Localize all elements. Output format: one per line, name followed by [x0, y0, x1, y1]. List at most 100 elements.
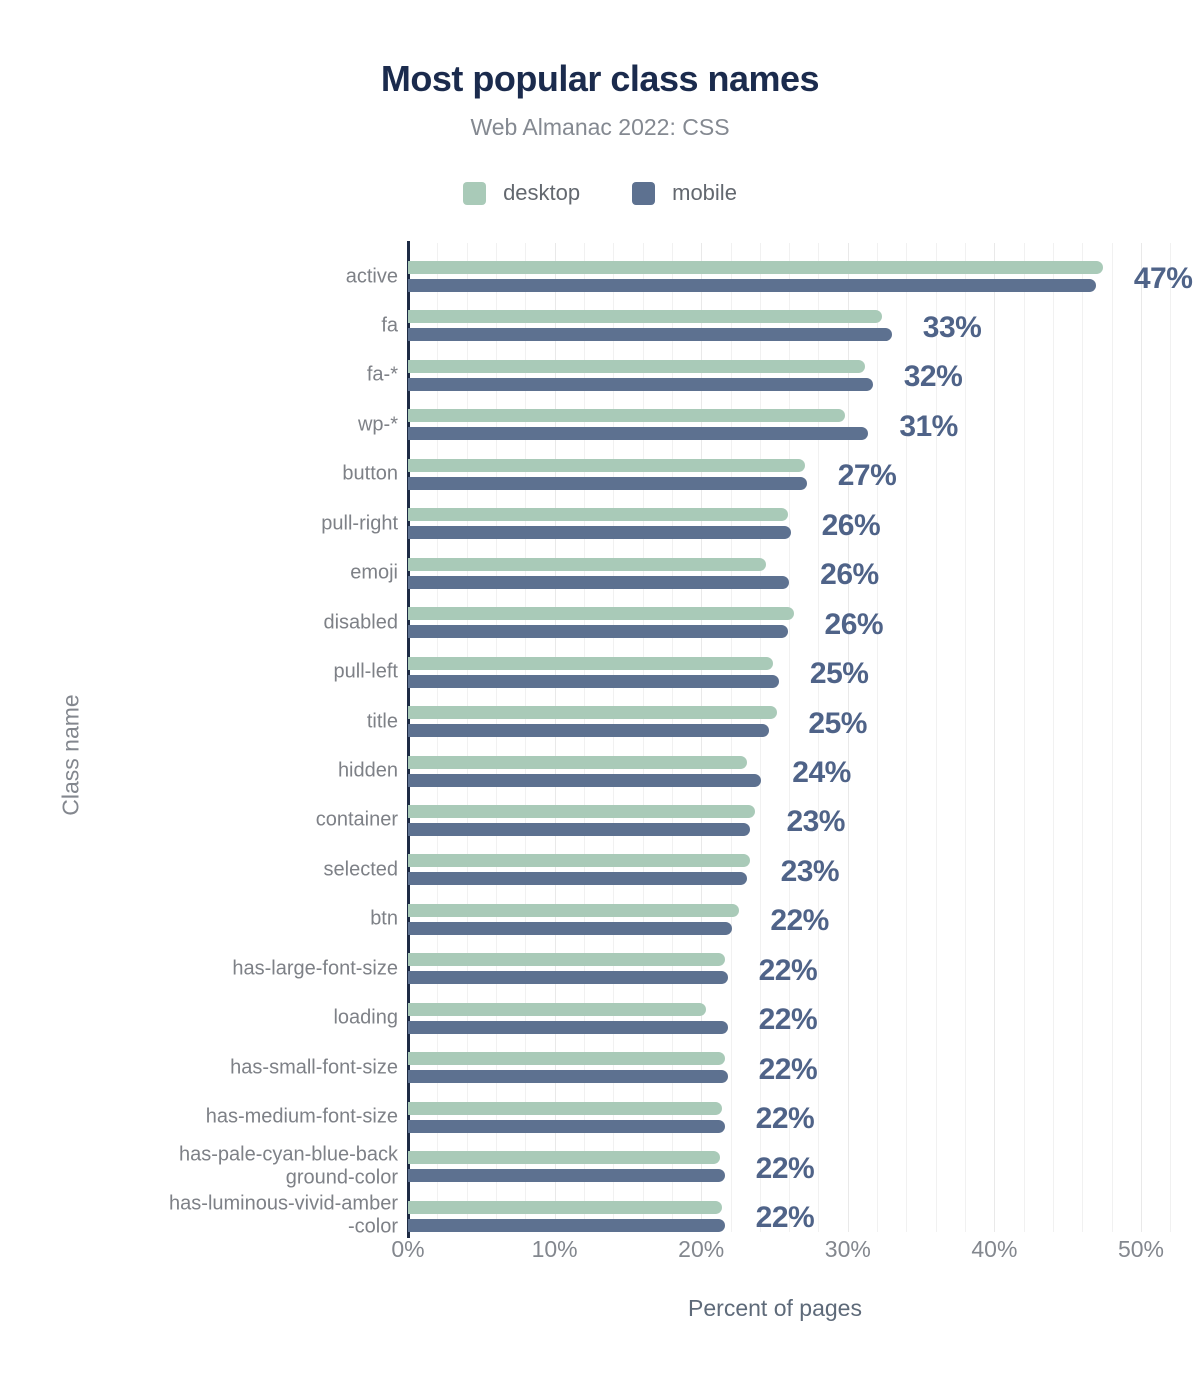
category-label: emoji	[350, 561, 398, 584]
gridline	[1170, 243, 1172, 1232]
category-label: has-pale-cyan-blue-back ground-color	[178, 1143, 398, 1189]
gridline	[642, 243, 644, 1232]
mobile-bar	[408, 872, 747, 886]
mobile-bar	[408, 427, 869, 441]
desktop-bar	[408, 903, 740, 917]
x-axis-title: Percent of pages	[688, 1295, 862, 1321]
mobile-swatch-icon	[632, 181, 656, 205]
gridline	[965, 243, 967, 1232]
desktop-bar	[408, 1200, 722, 1214]
value-label: 25%	[808, 706, 867, 740]
category-label: loading	[333, 1006, 398, 1029]
value-label: 47%	[1133, 261, 1193, 295]
desktop-bar	[408, 310, 882, 324]
desktop-bar	[408, 359, 866, 373]
gridline	[701, 243, 703, 1232]
gridline	[759, 243, 761, 1232]
mobile-bar	[408, 1020, 728, 1034]
gridline	[525, 243, 527, 1232]
desktop-bar	[408, 755, 747, 769]
x-tick-label: 0%	[391, 1236, 425, 1262]
mobile-bar	[408, 1070, 728, 1084]
legend-label-desktop: desktop	[503, 180, 581, 205]
category-label: fa-*	[366, 363, 398, 386]
desktop-bar	[408, 706, 778, 720]
desktop-bar	[408, 804, 756, 818]
value-label: 22%	[758, 1052, 818, 1086]
category-label: pull-right	[321, 512, 398, 535]
category-label: title	[366, 709, 398, 732]
category-label: selected	[323, 858, 399, 881]
chart-subtitle: Web Almanac 2022: CSS	[470, 114, 730, 140]
y-axis-title: Class name	[57, 694, 84, 816]
category-label: wp-*	[357, 413, 398, 436]
x-tick-label: 40%	[971, 1236, 1018, 1262]
value-label: 25%	[809, 657, 869, 691]
gridline	[847, 243, 849, 1232]
value-label: 22%	[770, 904, 829, 938]
mobile-bar	[408, 1169, 725, 1183]
desktop-bar	[408, 1002, 706, 1016]
gridline	[935, 243, 937, 1232]
gridline	[1111, 243, 1113, 1232]
mobile-bar	[408, 674, 779, 688]
value-label: 22%	[758, 1003, 818, 1037]
category-label: disabled	[323, 610, 398, 633]
value-label: 33%	[922, 310, 982, 344]
value-label: 26%	[820, 558, 879, 592]
gridline	[789, 243, 791, 1232]
x-tick-label: 20%	[678, 1236, 725, 1262]
desktop-bar	[408, 409, 845, 423]
gridline	[437, 243, 439, 1232]
desktop-bar	[408, 1052, 725, 1066]
x-tick-label: 10%	[531, 1236, 578, 1262]
desktop-bar	[408, 458, 806, 472]
mobile-bar	[408, 328, 892, 342]
desktop-bar	[408, 508, 788, 522]
x-tick-label: 50%	[1117, 1236, 1165, 1262]
chart-title: Most popular class names	[380, 58, 820, 99]
value-label: 22%	[755, 1151, 815, 1185]
desktop-bar	[408, 1151, 721, 1165]
mobile-bar	[408, 377, 873, 391]
mobile-bar	[408, 971, 728, 985]
gridline	[906, 243, 908, 1232]
desktop-bar	[408, 557, 766, 571]
value-label: 22%	[755, 1102, 815, 1136]
gridline	[730, 243, 732, 1232]
value-label: 24%	[792, 756, 851, 789]
value-label: 23%	[780, 854, 840, 888]
mobile-bar	[408, 279, 1096, 292]
gridline	[671, 243, 673, 1232]
desktop-bar	[408, 656, 774, 670]
value-label: 26%	[824, 607, 884, 641]
mobile-bar	[408, 575, 790, 589]
desktop-bar	[408, 854, 750, 868]
value-label: 32%	[903, 360, 963, 394]
desktop-bar	[408, 261, 1103, 274]
legend-label-mobile: mobile	[672, 180, 737, 205]
category-label: active	[345, 264, 398, 287]
gridline	[1082, 243, 1084, 1232]
legend-item-mobile: mobile	[632, 180, 737, 206]
y-axis-line	[407, 241, 410, 1238]
mobile-bar	[408, 526, 791, 540]
value-label: 22%	[758, 953, 818, 987]
value-label: 23%	[786, 805, 845, 839]
desktop-bar	[408, 1101, 722, 1115]
gridline	[1141, 243, 1142, 1232]
legend-item-desktop: desktop	[463, 180, 580, 206]
mobile-bar	[408, 724, 769, 738]
category-label: hidden	[337, 759, 398, 782]
desktop-swatch-icon	[463, 181, 487, 205]
gridline	[495, 243, 497, 1232]
value-label: 22%	[755, 1201, 815, 1235]
gridline	[466, 243, 468, 1232]
gridline	[613, 243, 615, 1232]
gridline	[583, 243, 585, 1232]
mobile-bar	[408, 773, 762, 787]
category-label: has-small-font-size	[230, 1055, 398, 1078]
x-tick-label: 30%	[824, 1236, 871, 1262]
category-label: button	[342, 462, 398, 485]
